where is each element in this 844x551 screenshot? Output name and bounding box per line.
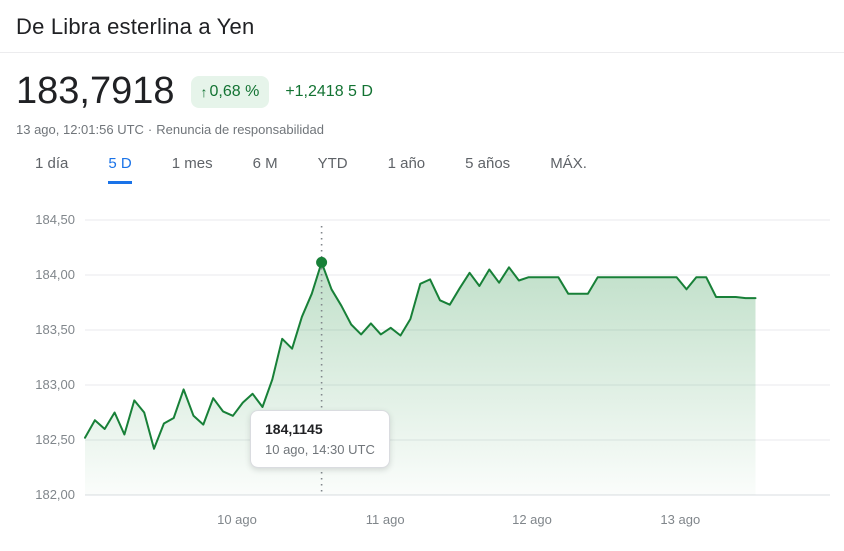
x-axis-label: 10 ago xyxy=(217,512,257,527)
area-fill xyxy=(85,262,756,495)
chart-tooltip: 184,1145 10 ago, 14:30 UTC xyxy=(250,409,390,468)
change-percent-badge: ↑ 0,68 % xyxy=(190,75,270,108)
tab-5-anos[interactable]: 5 años xyxy=(465,154,511,172)
price-line xyxy=(84,261,757,450)
price-chart-svg[interactable]: 184,50 184,00 183,50 183,00 182,50 182,00 10 a… xyxy=(0,184,844,546)
dot-separator: · xyxy=(147,121,153,137)
change-percent-value: 0,68 % xyxy=(209,82,260,100)
quote-section: 183,7918 ↑ 0,68 % +1,2418 5 D 13 ago, 12… xyxy=(0,53,844,137)
tab-1-dia[interactable]: 1 día xyxy=(35,154,69,172)
tab-ytd[interactable]: YTD xyxy=(317,154,348,172)
x-axis-label: 11 ago xyxy=(366,512,405,527)
tab-6m[interactable]: 6 M xyxy=(252,154,278,172)
peak-marker xyxy=(316,256,328,268)
arrow-up-icon: ↑ xyxy=(200,83,208,100)
tab-1-ano[interactable]: 1 año xyxy=(387,154,426,172)
tab-5d[interactable]: 5 D xyxy=(108,155,132,184)
x-axis-label: 12 ago xyxy=(512,512,552,527)
tab-max[interactable]: MÁX. xyxy=(550,154,587,172)
x-axis-label: 13 ago xyxy=(660,512,700,527)
y-axis-label: 183,00 xyxy=(35,377,75,392)
y-axis-label: 183,50 xyxy=(35,322,75,337)
y-axis-label: 182,00 xyxy=(35,487,75,502)
meta-row: 13 ago, 12:01:56 UTC · Renuncia de respons… xyxy=(16,122,828,137)
timestamp: 13 ago, 12:01:56 UTC xyxy=(16,121,144,137)
disclaimer-link[interactable]: Renuncia de responsabilidad xyxy=(156,121,324,137)
page-title: De Libra esterlina a Yen xyxy=(16,14,255,39)
tooltip-time: 10 ago, 14:30 UTC xyxy=(265,441,375,457)
current-price: 183,7918 xyxy=(16,70,175,112)
chart-holder: 184,50 184,00 183,50 183,00 182,50 182,00 10 a… xyxy=(0,184,844,551)
header: De Libra esterlina a Yen xyxy=(0,0,844,53)
change-absolute: +1,2418 5 D xyxy=(285,82,373,100)
tooltip-value: 184,1145 xyxy=(265,420,323,437)
y-axis-label: 182,50 xyxy=(35,432,75,447)
y-axis-label: 184,50 xyxy=(35,212,75,227)
range-tabs: 1 día 5 D 1 mes 6 M YTD 1 año 5 años MÁX… xyxy=(0,137,844,184)
y-axis-label: 184,00 xyxy=(35,267,75,282)
tab-1-mes[interactable]: 1 mes xyxy=(171,154,213,172)
price-chart: 184,50 184,00 183,50 183,00 182,50 182,00 10 a… xyxy=(0,184,844,546)
price-row: 183,7918 ↑ 0,68 % +1,2418 5 D xyxy=(16,70,828,113)
